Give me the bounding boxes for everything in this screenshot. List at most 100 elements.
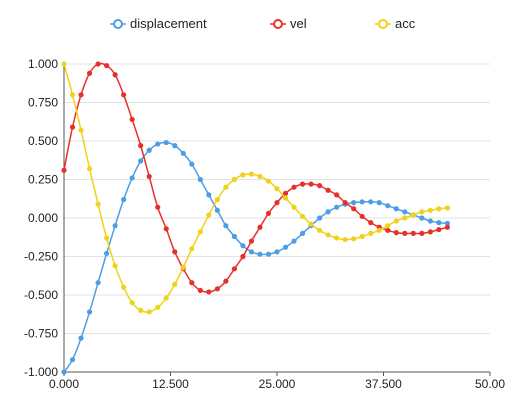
x-tick-label: 50.00	[475, 377, 505, 391]
data-point-acc	[351, 236, 357, 242]
data-point-displacement	[444, 220, 450, 226]
data-point-acc	[308, 221, 314, 227]
data-point-vel	[248, 238, 255, 244]
data-point-acc	[172, 281, 178, 287]
legend-label: acc	[395, 16, 416, 31]
data-point-displacement	[427, 218, 433, 224]
data-point-displacement	[180, 150, 186, 156]
data-point-acc	[61, 61, 67, 67]
legend-item-vel: vel	[270, 16, 307, 31]
legend-item-acc: acc	[375, 16, 416, 31]
data-point-acc	[257, 173, 263, 180]
data-point-vel	[368, 220, 374, 226]
grid-lines	[64, 63, 490, 373]
data-point-displacement	[129, 175, 135, 181]
data-point-displacement	[155, 141, 161, 147]
series-acc	[61, 61, 450, 315]
data-point-vel	[206, 289, 212, 295]
y-tick-label: 0.500	[28, 134, 58, 148]
data-point-vel	[78, 92, 84, 98]
data-point-displacement	[385, 203, 391, 209]
data-point-acc	[282, 195, 289, 201]
data-point-vel	[427, 229, 433, 235]
data-point-displacement	[419, 215, 425, 221]
y-tick-label: -0.500	[24, 288, 58, 302]
x-tick-label: 12.500	[152, 377, 189, 391]
data-point-vel	[325, 187, 331, 193]
data-point-acc	[112, 263, 118, 269]
data-point-vel	[163, 226, 169, 232]
series-line-vel	[63, 62, 448, 293]
axes: 1.000 0.750 0.500 0.250 0.000 -0.250 -0.500 -0.…	[24, 57, 505, 391]
data-point-acc	[436, 206, 442, 212]
data-point-acc	[197, 229, 203, 235]
data-point-displacement	[402, 209, 408, 215]
data-point-acc	[317, 227, 323, 233]
data-point-vel	[86, 70, 93, 76]
data-point-acc	[342, 236, 348, 243]
data-point-displacement	[189, 161, 195, 167]
data-point-displacement	[95, 280, 101, 286]
data-point-vel	[444, 224, 450, 230]
data-point-acc	[214, 196, 220, 203]
data-point-vel	[121, 92, 127, 98]
legend-swatch-marker	[113, 19, 123, 29]
data-point-vel	[265, 210, 272, 216]
data-point-acc	[291, 204, 297, 210]
data-point-acc	[334, 235, 340, 241]
data-point-acc	[189, 246, 195, 252]
data-point-displacement	[112, 223, 118, 229]
data-point-displacement	[172, 143, 178, 149]
data-point-displacement	[282, 244, 289, 250]
data-point-displacement	[78, 335, 84, 341]
y-tick-label: -1.000	[24, 365, 58, 379]
data-point-displacement	[274, 249, 280, 255]
data-point-acc	[393, 218, 399, 224]
data-point-vel	[299, 181, 306, 187]
data-point-acc	[427, 207, 433, 213]
data-point-displacement	[351, 200, 357, 206]
data-point-displacement	[393, 206, 399, 212]
data-point-vel	[172, 249, 178, 255]
data-point-displacement	[197, 176, 203, 183]
data-point-vel	[61, 167, 67, 173]
data-point-vel	[95, 61, 101, 67]
data-point-displacement	[231, 233, 237, 240]
data-point-acc	[368, 230, 374, 236]
data-point-displacement	[291, 238, 297, 244]
data-point-acc	[138, 307, 144, 313]
legend-swatch-marker	[273, 19, 283, 29]
data-point-acc	[248, 171, 255, 177]
series-vel	[61, 61, 450, 295]
data-point-displacement	[325, 209, 331, 215]
y-tick-label: 0.250	[28, 173, 58, 187]
data-point-displacement	[376, 200, 382, 206]
data-point-acc	[419, 209, 425, 215]
data-point-acc	[180, 264, 186, 270]
data-point-displacement	[317, 215, 323, 221]
data-point-vel	[274, 200, 280, 206]
data-point-vel	[146, 173, 152, 180]
data-point-vel	[436, 226, 442, 233]
data-point-vel	[112, 72, 118, 78]
legend-item-displacement: displacement	[110, 16, 207, 31]
data-point-acc	[444, 205, 450, 211]
data-point-vel	[308, 181, 314, 187]
data-point-vel	[197, 287, 203, 293]
data-point-acc	[206, 212, 212, 218]
series-line-displacement	[63, 141, 448, 373]
data-point-acc	[155, 304, 161, 310]
legend-label: displacement	[130, 16, 207, 31]
y-tick-label: -0.750	[24, 327, 58, 341]
data-point-vel	[402, 230, 408, 236]
y-tick-label: -0.250	[24, 250, 58, 264]
data-point-displacement	[436, 220, 442, 226]
y-tick-label: 1.000	[28, 57, 58, 71]
data-point-displacement	[248, 249, 255, 255]
y-tick-label: 0.750	[28, 96, 58, 110]
data-point-displacement	[61, 369, 67, 375]
series	[61, 61, 450, 375]
data-point-displacement	[214, 207, 220, 213]
data-point-vel	[385, 227, 391, 233]
data-point-vel	[334, 192, 340, 198]
